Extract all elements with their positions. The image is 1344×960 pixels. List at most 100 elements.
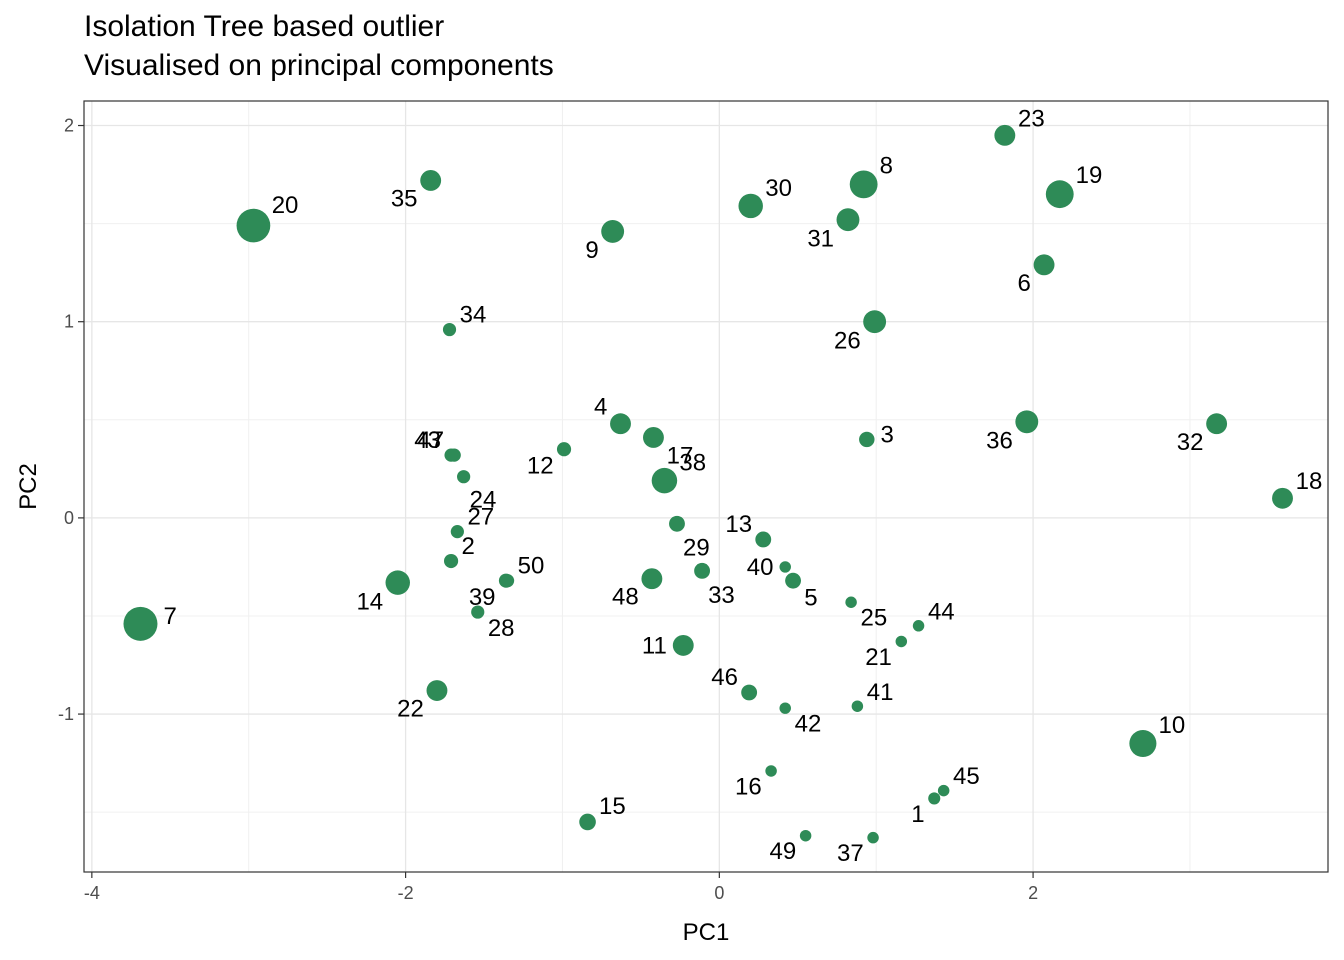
point-16: [765, 765, 777, 777]
point-41: [851, 700, 864, 712]
grid-major: [84, 101, 1328, 872]
x-tick-label: 2: [1028, 883, 1038, 903]
point-label-12: 12: [527, 452, 554, 479]
point-49: [799, 829, 812, 842]
point-19: [1045, 180, 1074, 209]
point-27: [450, 525, 464, 539]
point-label-46: 46: [711, 664, 738, 691]
point-label-18: 18: [1296, 468, 1323, 495]
point-label-8: 8: [880, 152, 893, 179]
point-label-4: 4: [594, 394, 607, 421]
point-label-26: 26: [834, 327, 861, 354]
point-20: [236, 208, 271, 243]
point-label-42: 42: [795, 711, 822, 738]
point-4: [610, 413, 631, 435]
point-label-2: 2: [462, 533, 475, 560]
point-28: [471, 605, 485, 619]
point-label-34: 34: [460, 302, 487, 329]
point-42: [779, 702, 791, 714]
point-label-6: 6: [1018, 270, 1031, 297]
x-tick-label: 0: [714, 883, 724, 903]
point-45: [937, 784, 950, 797]
y-tick-label: -1: [58, 704, 74, 724]
y-tick-label: 2: [64, 116, 74, 136]
point-label-32: 32: [1177, 429, 1204, 456]
point-label-9: 9: [585, 237, 598, 264]
point-46: [741, 684, 758, 701]
point-label-44: 44: [928, 598, 955, 625]
point-44: [912, 620, 925, 632]
point-24: [457, 470, 471, 484]
point-15: [579, 813, 596, 831]
point-12: [556, 442, 572, 457]
point-label-14: 14: [356, 589, 383, 616]
y-axis-title: PC2: [15, 463, 42, 510]
x-tick-label: -4: [84, 883, 100, 903]
point-35: [420, 170, 442, 191]
point-label-15: 15: [599, 793, 626, 820]
point-23: [994, 124, 1016, 146]
point-1: [928, 792, 941, 805]
point-8: [849, 170, 878, 199]
point-37: [867, 831, 879, 844]
point-13: [755, 531, 772, 548]
point-label-39: 39: [469, 584, 496, 611]
point-label-10: 10: [1159, 712, 1186, 739]
point-47: [447, 448, 461, 462]
point-6: [1033, 254, 1055, 276]
point-label-35: 35: [391, 185, 418, 212]
point-31: [836, 208, 860, 232]
point-21: [895, 635, 908, 648]
point-label-21: 21: [865, 644, 892, 671]
point-label-29: 29: [683, 535, 710, 562]
point-label-27: 27: [467, 504, 494, 531]
point-label-41: 41: [867, 679, 894, 706]
point-label-13: 13: [725, 511, 752, 538]
point-38: [651, 467, 678, 494]
point-label-40: 40: [747, 554, 774, 581]
y-tick-label: 1: [64, 312, 74, 332]
point-22: [426, 680, 448, 701]
point-34: [442, 322, 457, 337]
point-label-1: 1: [911, 801, 924, 828]
point-29: [669, 515, 685, 532]
panel-border: [83, 100, 1329, 873]
grid-minor: [84, 101, 1328, 872]
point-label-5: 5: [804, 584, 817, 611]
point-30: [738, 193, 763, 219]
point-label-7: 7: [163, 603, 176, 630]
point-label-24: 24: [470, 486, 497, 513]
point-label-17: 17: [667, 442, 694, 469]
point-label-11: 11: [642, 632, 667, 659]
chart-title: Isolation Tree based outlier: [84, 10, 445, 43]
y-tick-label: 0: [64, 508, 74, 528]
point-11: [672, 634, 694, 656]
point-label-38: 38: [679, 449, 706, 476]
point-36: [1015, 410, 1039, 434]
point-label-31: 31: [807, 225, 834, 252]
point-label-16: 16: [735, 773, 762, 800]
x-axis-title: PC1: [683, 919, 730, 946]
point-32: [1206, 413, 1228, 435]
point-26: [863, 310, 887, 334]
point-label-37: 37: [837, 840, 864, 867]
x-tick-label: -2: [398, 883, 414, 903]
point-label-20: 20: [272, 192, 299, 219]
point-7: [123, 606, 158, 641]
point-10: [1129, 729, 1157, 758]
point-17: [643, 427, 664, 448]
point-label-36: 36: [986, 427, 1013, 454]
point-label-45: 45: [953, 763, 980, 790]
point-40: [779, 561, 791, 573]
point-label-19: 19: [1076, 162, 1103, 189]
point-label-47: 47: [417, 427, 444, 454]
point-label-49: 49: [770, 838, 797, 865]
point-2: [443, 553, 459, 569]
point-label-22: 22: [397, 696, 424, 723]
point-5: [785, 572, 801, 589]
point-33: [694, 562, 711, 579]
point-label-33: 33: [708, 582, 735, 609]
point-14: [385, 570, 410, 595]
